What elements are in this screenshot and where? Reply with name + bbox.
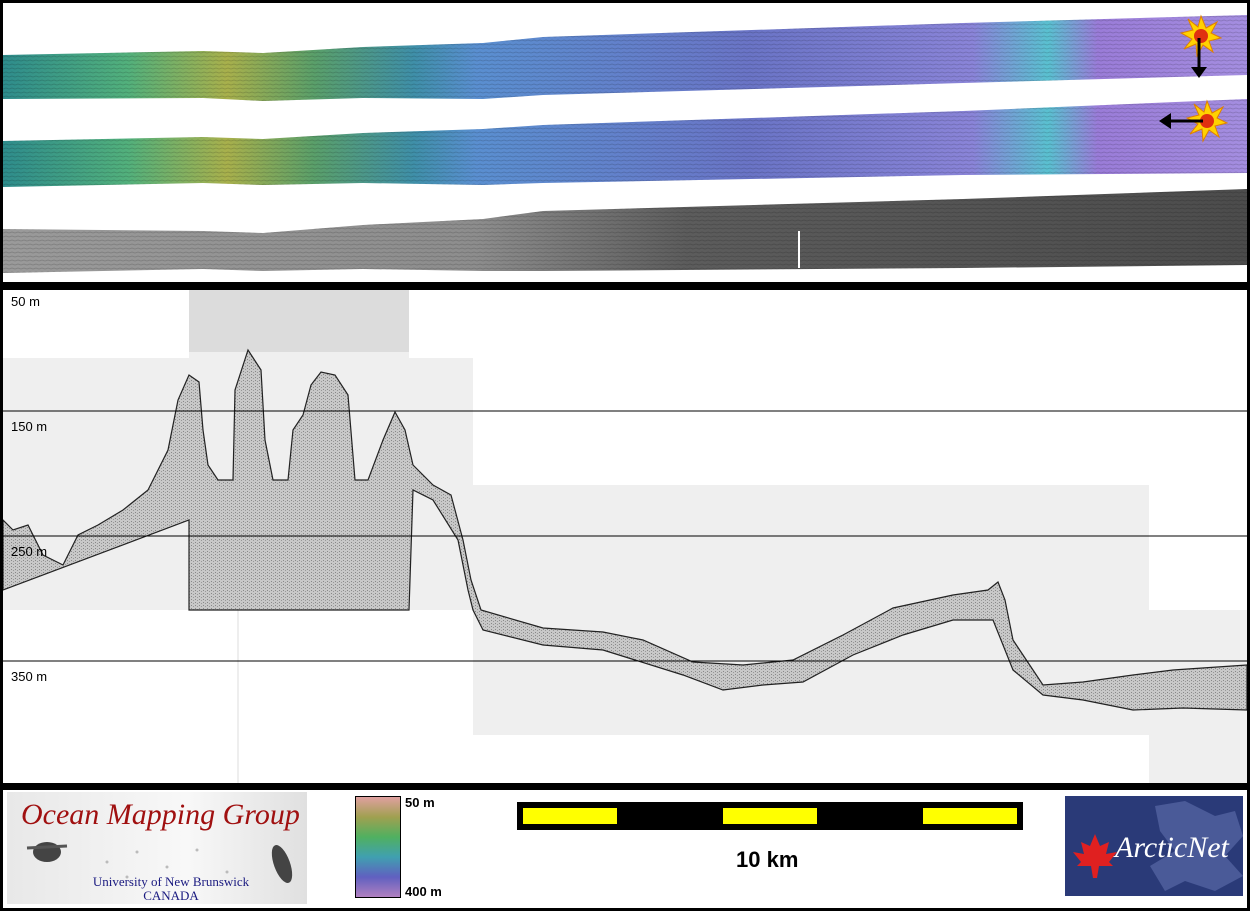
depth-label-50: 50 m [11, 294, 40, 309]
scale-bar-label: 10 km [736, 847, 799, 872]
colorbar-top-label: 50 m [405, 795, 435, 810]
depth-label-150: 150 m [11, 419, 48, 434]
maple-leaf-icon [1073, 834, 1117, 878]
omg-title: Ocean Mapping Group [21, 798, 300, 831]
arcticnet-text: ArcticNet [1115, 831, 1229, 864]
swath-strips [3, 14, 1247, 273]
profile-panel: 50 m 150 m 250 m 350 m [3, 290, 1247, 783]
colorbar-bottom-label: 400 m [405, 884, 442, 899]
depth-label-350: 350 m [11, 669, 48, 684]
profile-image [3, 290, 1247, 783]
omg-logo: Ocean Mapping Group University of New Br… [7, 792, 307, 904]
scale-bar [517, 802, 1023, 830]
arcticnet-logo: ArcticNet [1065, 796, 1243, 896]
arrow-left-icon [1159, 113, 1203, 129]
depth-colorbar [355, 796, 401, 898]
seabed-profile [3, 348, 1247, 711]
depth-label-250: 250 m [11, 544, 48, 559]
sun-icon [1185, 99, 1229, 143]
footer-panel: Ocean Mapping Group University of New Br… [3, 790, 1247, 908]
omg-university: University of New Brunswick [92, 874, 250, 889]
omg-country: CANADA [143, 888, 199, 903]
arrow-down-icon [1191, 38, 1207, 78]
swath-panel [3, 3, 1247, 282]
